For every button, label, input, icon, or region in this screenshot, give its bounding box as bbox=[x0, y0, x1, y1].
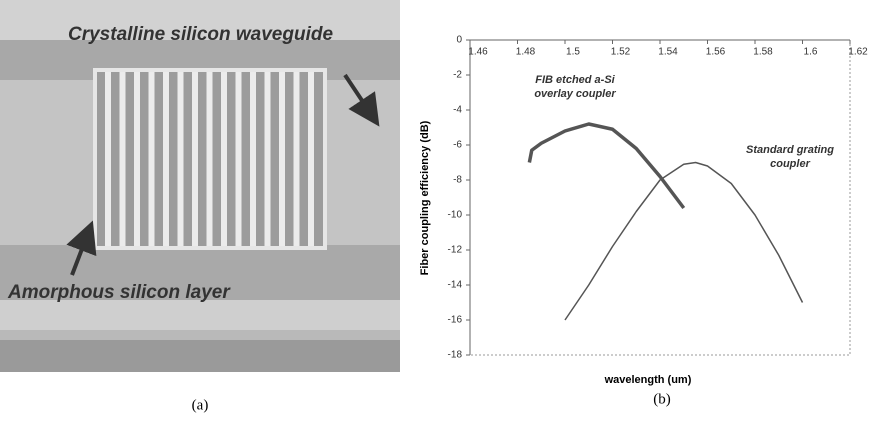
caption: (b) bbox=[653, 391, 671, 407]
grating-stripe bbox=[119, 72, 126, 246]
y-axis-label: Fiber coupling efficiency (dB) bbox=[419, 120, 431, 275]
grating-stripe bbox=[206, 72, 213, 246]
plot-frame bbox=[469, 39, 851, 356]
x-tick-label: 1.46 bbox=[468, 47, 488, 58]
x-axis-label: wavelength (um) bbox=[604, 374, 692, 386]
x-tick-label: 1.62 bbox=[848, 47, 868, 58]
y-tick-label: -16 bbox=[448, 315, 463, 326]
series-line bbox=[564, 161, 804, 321]
sem-image: Crystalline silicon waveguide Amorphous … bbox=[0, 0, 400, 372]
x-tick-label: 1.5 bbox=[566, 47, 580, 58]
grating-stripe bbox=[148, 72, 155, 246]
grating-stripe bbox=[250, 72, 256, 246]
annotation: FIB etched a-Si bbox=[535, 74, 615, 86]
grating-stripe bbox=[293, 72, 300, 246]
x-tick-label: 1.52 bbox=[611, 47, 631, 58]
annotation: coupler bbox=[770, 158, 810, 170]
grating-stripe bbox=[308, 72, 314, 246]
sem-label: Amorphous silicon layer bbox=[7, 282, 231, 303]
grating-stripe bbox=[192, 72, 198, 246]
grating-stripe bbox=[177, 72, 184, 246]
y-tick-label: -18 bbox=[448, 350, 463, 361]
grating-stripe bbox=[279, 72, 285, 246]
x-tick-label: 1.54 bbox=[658, 47, 678, 58]
x-tick-label: 1.56 bbox=[706, 47, 726, 58]
x-tick-label: 1.6 bbox=[804, 47, 818, 58]
series-line bbox=[527, 122, 686, 210]
grating-stripe bbox=[221, 72, 227, 246]
y-tick-label: -4 bbox=[453, 105, 462, 116]
y-tick-label: -6 bbox=[453, 140, 462, 151]
grating-stripe bbox=[235, 72, 242, 246]
y-tick-label: -2 bbox=[453, 70, 462, 81]
y-tick-label: -12 bbox=[448, 245, 463, 256]
grating-stripe bbox=[134, 72, 140, 246]
y-tick-label: -14 bbox=[448, 280, 463, 291]
x-tick-label: 1.58 bbox=[753, 47, 773, 58]
grating-stripe bbox=[264, 72, 271, 246]
annotation: overlay coupler bbox=[534, 88, 616, 100]
y-tick-label: -10 bbox=[448, 210, 463, 221]
grating-stripe bbox=[105, 72, 111, 246]
y-tick-label: 0 bbox=[456, 35, 462, 46]
sem-label: Crystalline silicon waveguide bbox=[68, 24, 333, 45]
grating-stripe bbox=[163, 72, 169, 246]
annotation: Standard grating bbox=[746, 144, 834, 156]
y-tick-label: -8 bbox=[453, 175, 462, 186]
caption: (a) bbox=[192, 397, 209, 413]
x-tick-label: 1.48 bbox=[516, 47, 536, 58]
